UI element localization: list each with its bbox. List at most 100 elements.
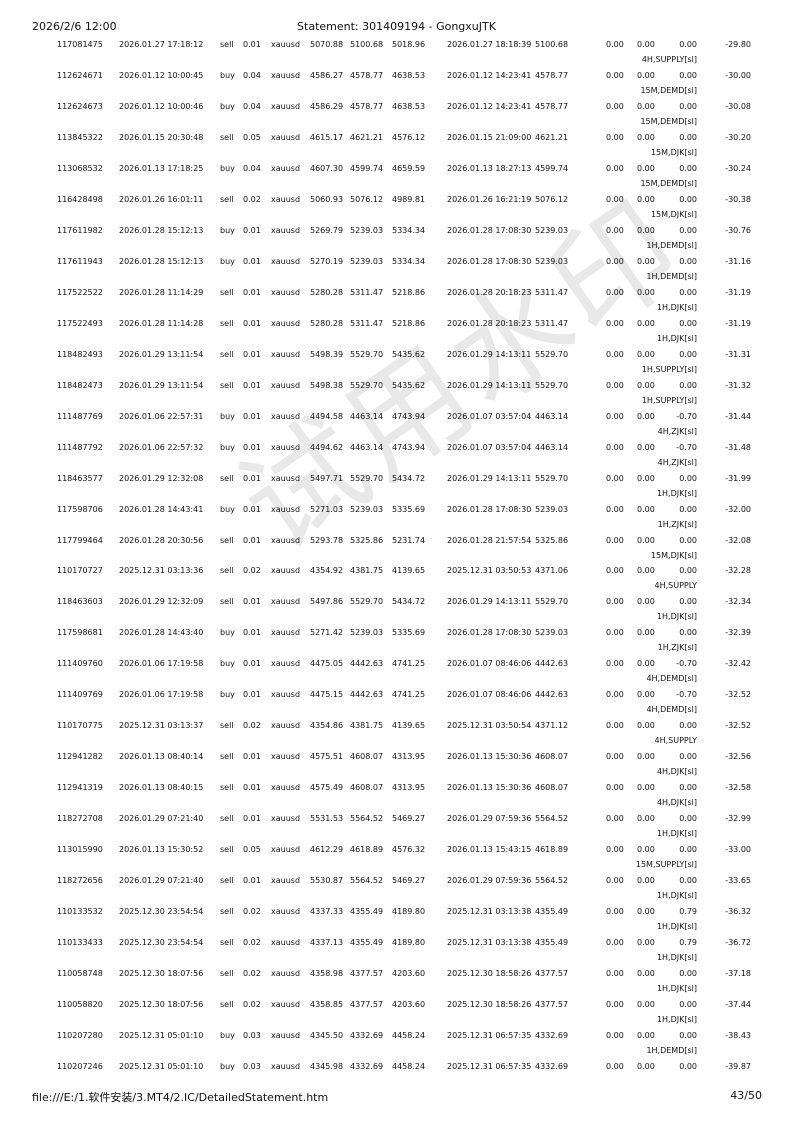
cell-price: 5498.39	[310, 349, 344, 359]
cell-price: 5271.03	[310, 504, 344, 514]
cell-price: 4337.13	[310, 938, 344, 948]
table-row: 118482473 2026.01.29 13:11:54 sell 0.01 xauu…	[0, 381, 793, 411]
cell-commission: 0.00	[606, 628, 624, 638]
table-row: 110207246 2025.12.31 05:01:10 buy 0.03 xauus…	[0, 1062, 793, 1092]
cell-commission: 0.00	[606, 876, 624, 886]
cell-taxes: 0.00	[637, 442, 655, 452]
cell-symbol: xauusd	[271, 40, 301, 49]
cell-size: 0.05	[243, 845, 261, 855]
cell-open-time: 2026.01.13 15:30:52	[119, 845, 204, 855]
cell-taxes: 0.00	[637, 287, 655, 297]
cell-open-time: 2025.12.31 05:01:10	[119, 1062, 204, 1071]
cell-tp: 4203.60	[392, 1000, 426, 1010]
cell-commission: 0.00	[606, 349, 624, 359]
cell-comment: 1H,DJK[sl]	[656, 488, 697, 498]
table-row: 112941282 2026.01.13 08:40:14 sell 0.01 xauu…	[0, 752, 793, 782]
cell-swap: 0.00	[679, 721, 697, 731]
cell-price: 4337.33	[310, 907, 344, 917]
cell-ticket: 117081475	[57, 40, 103, 49]
cell-close-time: 2026.01.28 17:08:30	[447, 225, 532, 235]
cell-taxes: 0.00	[637, 721, 655, 731]
cell-ticket: 117522493	[57, 318, 103, 328]
cell-tp: 5231.74	[392, 535, 426, 545]
cell-commission: 0.00	[606, 597, 624, 607]
cell-type: sell	[220, 907, 234, 917]
cell-tp: 4743.94	[392, 411, 426, 421]
cell-ticket: 110058820	[57, 1000, 103, 1010]
cell-close-price: 5311.47	[535, 318, 569, 328]
cell-price: 4345.98	[310, 1062, 344, 1071]
cell-swap: 0.00	[679, 1000, 697, 1010]
cell-close-time: 2026.01.07 08:46:06	[447, 690, 532, 700]
cell-sl: 4355.49	[350, 938, 384, 948]
cell-ticket: 118482493	[57, 349, 103, 359]
cell-close-price: 5100.68	[535, 40, 569, 49]
cell-close-price: 5529.70	[535, 473, 569, 483]
cell-swap: 0.00	[679, 752, 697, 762]
cell-price: 5530.87	[310, 876, 344, 886]
cell-commission: 0.00	[606, 783, 624, 793]
cell-ticket: 117799464	[57, 535, 103, 545]
cell-swap: 0.00	[679, 473, 697, 483]
cell-close-time: 2026.01.29 14:13:11	[447, 380, 532, 390]
cell-size: 0.01	[243, 628, 261, 638]
cell-profit: -32.58	[725, 783, 751, 793]
cell-close-time: 2026.01.07 08:46:06	[447, 659, 532, 669]
cell-open-time: 2026.01.12 10:00:46	[119, 101, 204, 111]
cell-swap: 0.00	[679, 287, 697, 297]
cell-size: 0.01	[243, 659, 261, 669]
cell-taxes: 0.00	[637, 318, 655, 328]
cell-taxes: 0.00	[637, 628, 655, 638]
cell-commission: 0.00	[606, 70, 624, 80]
cell-type: sell	[220, 380, 234, 390]
cell-size: 0.01	[243, 473, 261, 483]
cell-profit: -30.24	[725, 163, 751, 173]
cell-taxes: 0.00	[637, 70, 655, 80]
cell-close-time: 2026.01.28 21:57:54	[447, 535, 532, 545]
cell-type: buy	[220, 163, 235, 173]
cell-close-time: 2026.01.15 21:09:00	[447, 132, 532, 142]
cell-sl: 5239.03	[350, 256, 384, 266]
cell-ticket: 117611982	[57, 225, 103, 235]
cell-commission: 0.00	[606, 40, 624, 49]
cell-type: buy	[220, 659, 235, 669]
table-row: 117611982 2026.01.28 15:12:13 buy 0.01 xauus…	[0, 226, 793, 256]
cell-symbol: xauusd	[271, 907, 301, 917]
cell-taxes: 0.00	[637, 380, 655, 390]
cell-comment: 1H,DEMD[sl]	[646, 271, 697, 281]
cell-swap: 0.79	[679, 907, 697, 917]
cell-profit: -32.99	[725, 814, 751, 824]
cell-taxes: 0.00	[637, 473, 655, 483]
cell-sl: 4377.57	[350, 969, 384, 979]
cell-profit: -31.48	[725, 442, 751, 452]
cell-close-time: 2025.12.31 03:50:53	[447, 566, 532, 576]
cell-comment: 4H,DEMD[sl]	[646, 674, 697, 684]
cell-size: 0.02	[243, 721, 261, 731]
cell-taxes: 0.00	[637, 659, 655, 669]
cell-symbol: xauusd	[271, 659, 301, 669]
cell-swap: 0.00	[679, 1062, 697, 1071]
cell-profit: -32.28	[725, 566, 751, 576]
cell-profit: -31.31	[725, 349, 751, 359]
cell-close-price: 5529.70	[535, 349, 569, 359]
cell-size: 0.01	[243, 442, 261, 452]
cell-profit: -37.44	[725, 1000, 751, 1010]
cell-symbol: xauusd	[271, 163, 301, 173]
cell-ticket: 110207246	[57, 1062, 103, 1071]
cell-profit: -36.72	[725, 938, 751, 948]
cell-taxes: 0.00	[637, 783, 655, 793]
cell-swap: 0.00	[679, 597, 697, 607]
cell-ticket: 110058748	[57, 969, 103, 979]
cell-close-price: 4442.63	[535, 690, 569, 700]
cell-close-time: 2025.12.31 06:57:35	[447, 1062, 532, 1071]
cell-close-price: 4371.12	[535, 721, 569, 731]
cell-ticket: 112941319	[57, 783, 103, 793]
cell-commission: 0.00	[606, 721, 624, 731]
cell-symbol: xauusd	[271, 535, 301, 545]
cell-tp: 4989.81	[392, 194, 426, 204]
table-row: 117522493 2026.01.28 11:14:28 sell 0.01 xauu…	[0, 319, 793, 349]
cell-sl: 4608.07	[350, 752, 384, 762]
cell-close-price: 5239.03	[535, 256, 569, 266]
cell-open-time: 2026.01.29 07:21:40	[119, 814, 204, 824]
cell-symbol: xauusd	[271, 101, 301, 111]
